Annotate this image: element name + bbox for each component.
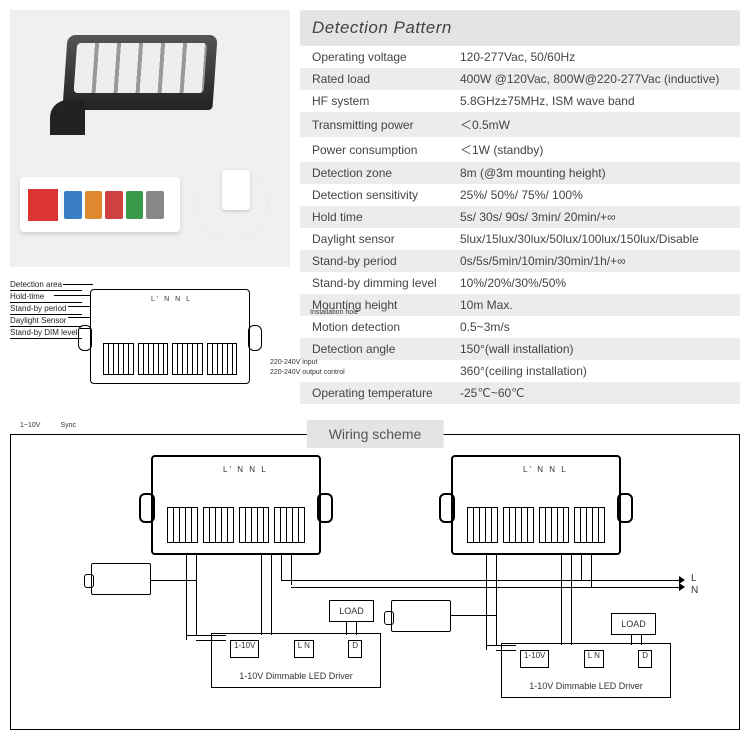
spec-value: 400W @120Vac, 800W@220-277Vac (inductive… (460, 72, 728, 86)
spec-label: Stand-by period (312, 254, 460, 268)
spec-label: Stand-by dimming level (312, 276, 460, 290)
spec-row: Transmitting power＜0.5mW (300, 112, 740, 137)
spec-value: ＜0.5mW (460, 116, 728, 133)
callout-diagram: Detection area Hold-time Stand-by period… (10, 279, 290, 409)
sensor-module-illustration (20, 177, 180, 232)
spec-row: Power consumption＜1W (standby) (300, 137, 740, 162)
spec-label: Motion detection (312, 320, 460, 334)
spec-row: Daylight sensor 5lux/15lux/30lux/50lux/1… (300, 228, 740, 250)
spec-value: 5.8GHz±75MHz, ISM wave band (460, 94, 728, 108)
callout-right-label: 220-240V input (270, 359, 360, 366)
spec-row: Hold time 5s/ 30s/ 90s/ 3min/ 20min/+∞ (300, 206, 740, 228)
wiring-diagram: L' N N L LOAD 1-10V L N D 1-10V Dimmable… (10, 434, 740, 730)
spec-label: Operating temperature (312, 386, 460, 400)
driver-box: 1-10V L N D 1-10V Dimmable LED Driver (211, 633, 381, 688)
load-box: LOAD (329, 600, 374, 622)
terminal-legend: L' N N L (151, 296, 192, 303)
spec-value: 120-277Vac, 50/60Hz (460, 50, 728, 64)
product-photo (10, 10, 290, 267)
spec-value: 360°(ceiling installation) (460, 364, 728, 378)
spec-row: Operating temperature-25℃~60℃ (300, 382, 740, 404)
callout-label: Stand-by period (10, 303, 82, 315)
callout-right-label: 220-240V output control (270, 369, 380, 376)
spec-label: HF system (312, 94, 460, 108)
spec-label: Detection sensitivity (312, 188, 460, 202)
wiring-section: Wiring scheme L' N N L LOAD 1-10V L N D … (10, 420, 740, 730)
spec-row: Motion detection0.5~3m/s (300, 316, 740, 338)
neutral-label: N (691, 585, 698, 596)
section-header-wiring: Wiring scheme (307, 420, 444, 448)
spec-label: Transmitting power (312, 118, 460, 132)
spec-value: -25℃~60℃ (460, 386, 728, 400)
section-header-detection: Detection Pattern (300, 10, 740, 46)
spec-table: Operating voltage120-277Vac, 50/60HzRate… (300, 46, 740, 404)
callout-label: Hold-time (10, 291, 82, 303)
spec-label: Hold time (312, 210, 460, 224)
sensor-module: L' N N L (151, 455, 321, 555)
spec-row: Stand-by dimming level10%/20%/30%/50% (300, 272, 740, 294)
spec-row: Rated load400W @120Vac, 800W@220-277Vac … (300, 68, 740, 90)
driver-box: 1-10V L N D 1-10V Dimmable LED Driver (501, 643, 671, 698)
line-label: L (691, 573, 697, 584)
spec-label: Rated load (312, 72, 460, 86)
callout-label-list: Detection area Hold-time Stand-by period… (10, 279, 82, 339)
spec-value: 10%/20%/30%/50% (460, 276, 728, 290)
spec-row: Detection sensitivity25%/ 50%/ 75%/ 100% (300, 184, 740, 206)
sensor-module: L' N N L (451, 455, 621, 555)
callout-label: Detection area (10, 279, 82, 291)
callout-right-label: Installation hole (310, 309, 380, 316)
spec-label: Detection angle (312, 342, 460, 356)
spec-row: Operating voltage120-277Vac, 50/60Hz (300, 46, 740, 68)
spec-label: Power consumption (312, 143, 460, 157)
spec-value: 10m Max. (460, 298, 728, 312)
spec-value: 25%/ 50%/ 75%/ 100% (460, 188, 728, 202)
spec-row: Stand-by period0s/5s/5min/10min/30min/1h… (300, 250, 740, 272)
spec-label: Detection zone (312, 166, 460, 180)
callout-label: Stand-by DIM level (10, 327, 82, 339)
spec-value: 0s/5s/5min/10min/30min/1h/+∞ (460, 254, 728, 268)
spec-value: 150°(wall installation) (460, 342, 728, 356)
led-fixture-illustration (62, 35, 217, 110)
spec-row: Detection zone8m (@3m mounting height) (300, 162, 740, 184)
spec-value: 5s/ 30s/ 90s/ 3min/ 20min/+∞ (460, 210, 728, 224)
aux-block (391, 600, 451, 632)
callout-module: L' N N L (90, 289, 250, 384)
spec-value: ＜1W (standby) (460, 141, 728, 158)
spec-label: Operating voltage (312, 50, 460, 64)
spec-row: Detection angle150°(wall installation) (300, 338, 740, 360)
load-box: LOAD (611, 613, 656, 635)
spec-value: 5lux/15lux/30lux/50lux/100lux/150lux/Dis… (460, 232, 728, 246)
spec-value: 0.5~3m/s (460, 320, 728, 334)
spec-value: 8m (@3m mounting height) (460, 166, 728, 180)
spec-row: HF system 5.8GHz±75MHz, ISM wave band (300, 90, 740, 112)
aux-block (91, 563, 151, 595)
spec-label: Daylight sensor (312, 232, 460, 246)
